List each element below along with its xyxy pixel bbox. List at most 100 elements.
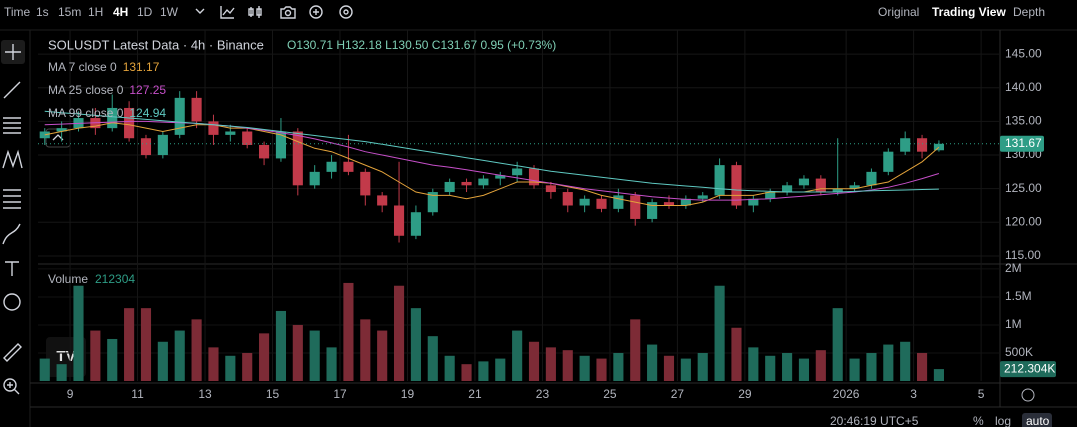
indicator-icon[interactable] — [220, 6, 235, 19]
axis-settings-icon[interactable] — [1021, 388, 1035, 402]
volume-bar — [208, 347, 219, 381]
view-button[interactable]: Depth — [1013, 5, 1045, 19]
interval-button[interactable]: Time — [4, 5, 31, 19]
chart-title: SOLUSDT Latest Data · 4h · Binance — [48, 37, 264, 52]
volume-bar — [174, 330, 185, 381]
candle-body — [545, 185, 556, 193]
candle-body — [596, 198, 607, 209]
interval-button[interactable]: 1W — [160, 5, 179, 19]
candle-body — [444, 181, 455, 193]
candle-body — [933, 143, 944, 151]
toolbar-icons[interactable] — [195, 5, 353, 19]
settings-icon[interactable] — [339, 5, 353, 19]
volume-bar — [562, 350, 573, 381]
interval-button[interactable]: 15m — [58, 5, 81, 19]
candle-body — [714, 165, 725, 196]
interval-button[interactable]: 4H — [113, 5, 128, 19]
x-tick-label: 25 — [603, 387, 617, 401]
candle-body — [427, 192, 438, 213]
candle-body — [647, 202, 658, 219]
volume-bar — [579, 355, 590, 381]
screenshot-icon[interactable] — [280, 6, 296, 19]
last-price-tag — [1000, 135, 1044, 152]
view-button[interactable]: Original — [878, 5, 919, 19]
volume-bar — [309, 330, 320, 381]
volume-bar — [292, 324, 303, 381]
candle-body — [275, 131, 287, 159]
volume-bar — [916, 352, 928, 381]
volume-bar — [478, 361, 489, 381]
interval-button[interactable]: 1H — [88, 5, 103, 19]
brush-tool[interactable] — [2, 223, 21, 245]
candle-body — [225, 131, 236, 135]
volume-bars — [39, 282, 944, 381]
log-toggle[interactable]: log — [995, 414, 1011, 427]
x-tick-label: 11 — [131, 387, 144, 401]
candle-body — [748, 198, 759, 206]
ma-legend-name: MA 25 close 0 — [48, 83, 124, 97]
view-button[interactable]: Trading View — [932, 5, 1006, 19]
volume-bar — [90, 330, 101, 381]
candle-body — [191, 97, 202, 122]
candle-body — [883, 151, 894, 172]
candle-body — [765, 192, 776, 199]
volume-bar — [596, 358, 607, 381]
zoom-tool[interactable] — [3, 378, 17, 392]
interval-button[interactable]: 1s — [36, 5, 49, 19]
volume-bar — [782, 352, 793, 381]
last-volume-label: 212.304K — [1004, 361, 1055, 375]
candle-type-icon[interactable] — [248, 6, 262, 18]
crosshair-tool[interactable] — [5, 44, 21, 60]
candle-body — [140, 138, 152, 156]
volume-bar — [360, 319, 371, 381]
volume-tick-label: 1.5M — [1005, 289, 1032, 303]
x-tick-label: 15 — [266, 387, 280, 401]
ma-legend-name: MA 99 close 0 — [48, 106, 124, 120]
volume-bar — [630, 319, 641, 381]
interval-dropdown[interactable] — [195, 8, 205, 14]
drawing-tools[interactable] — [1, 40, 25, 395]
candle-body — [562, 192, 573, 206]
candle-body — [663, 202, 675, 206]
volume-bar — [528, 341, 540, 381]
projection-tool[interactable] — [3, 189, 21, 209]
volume-bar — [157, 341, 168, 381]
volume-bar — [225, 355, 236, 381]
volume-bar — [461, 364, 472, 381]
volume-bar — [849, 358, 860, 381]
volume-tick-label: 2M — [1005, 261, 1022, 275]
interval-button[interactable]: 1D — [137, 5, 153, 19]
add-icon[interactable] — [309, 5, 323, 19]
candles — [39, 91, 944, 243]
candle-body — [343, 161, 354, 172]
pattern-tool[interactable] — [2, 149, 23, 169]
candle-body — [393, 205, 405, 236]
fib-tool[interactable] — [3, 117, 21, 134]
trendline-tool[interactable] — [3, 81, 21, 99]
ma-legend-value: 127.25 — [129, 83, 166, 97]
auto-toggle[interactable]: auto — [1026, 414, 1050, 427]
screenshot-lens — [284, 9, 292, 17]
candle-body — [815, 178, 826, 193]
volume-bar — [697, 352, 708, 381]
x-tick-label: 3 — [910, 387, 917, 401]
volume-bar — [680, 358, 691, 381]
volume-bar — [107, 338, 118, 381]
volume-bar — [275, 310, 287, 381]
volume-legend-value: 212304 — [95, 272, 135, 286]
y-tick-label: 120.00 — [1005, 214, 1042, 228]
text-tool[interactable] — [5, 261, 19, 276]
candle-body — [292, 131, 303, 186]
y-tick-label: 115.00 — [1005, 248, 1041, 262]
emoji-tool[interactable] — [3, 293, 21, 311]
settings-icon-core — [343, 9, 349, 15]
volume-bar — [444, 355, 455, 381]
ruler-tool[interactable] — [3, 343, 22, 362]
volume-bar — [124, 308, 135, 381]
y-tick-label: 135.00 — [1005, 114, 1042, 128]
percent-toggle[interactable]: % — [973, 414, 984, 427]
candle-body — [512, 168, 523, 176]
candle-body — [107, 107, 118, 129]
x-tick-label: 23 — [536, 387, 550, 401]
